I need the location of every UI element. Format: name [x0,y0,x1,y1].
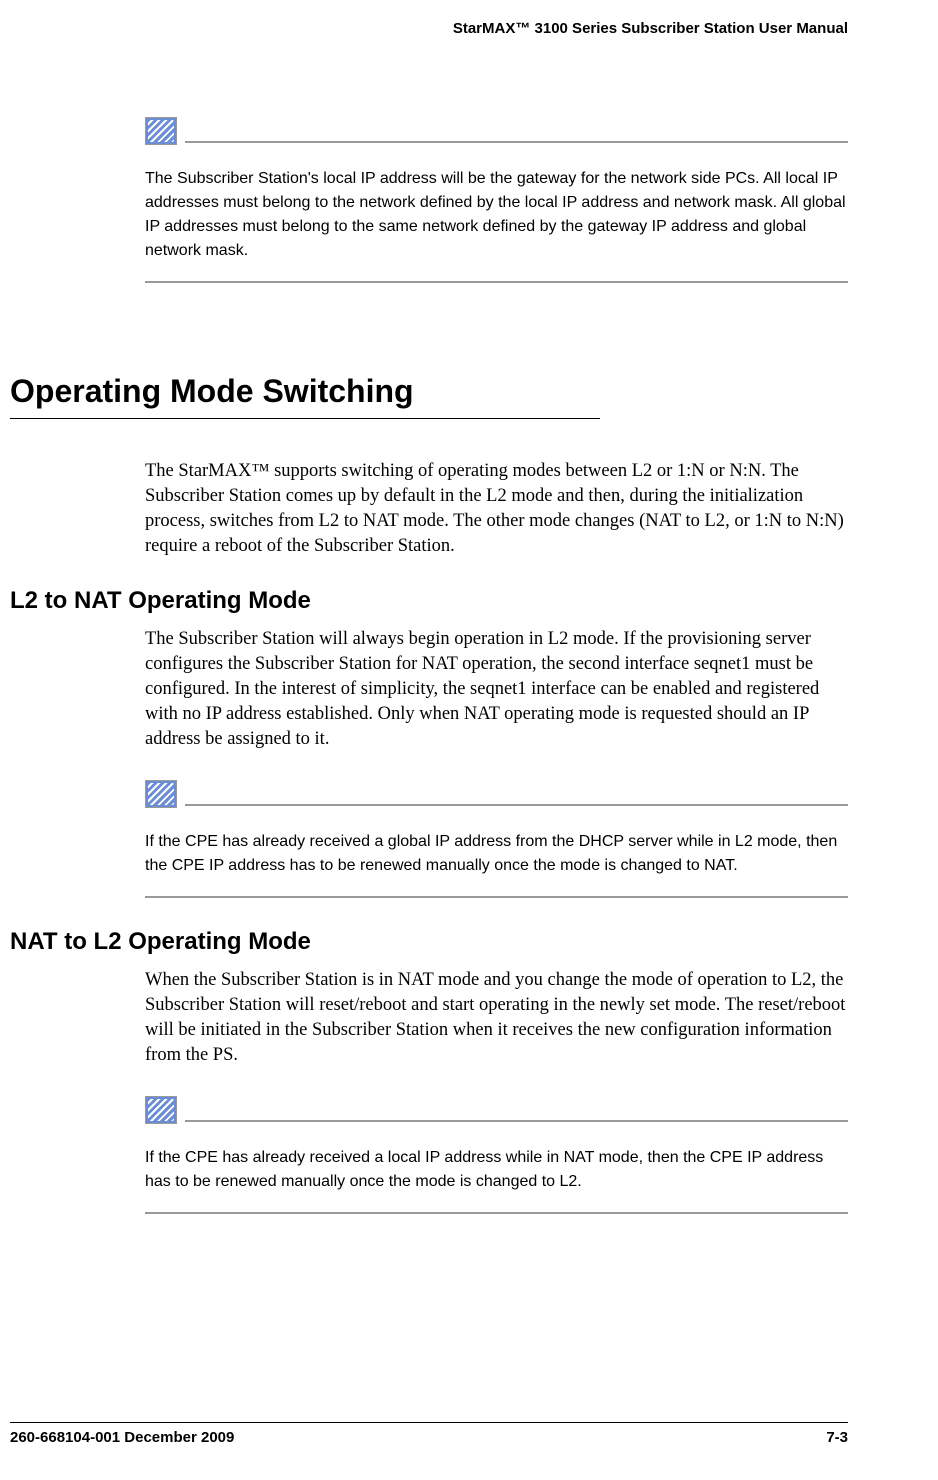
note-icon [145,780,177,808]
note-text-1: The Subscriber Station's local IP addres… [145,167,848,263]
note-rule-bottom [145,1212,848,1214]
note-text-3: If the CPE has already received a local … [145,1146,848,1194]
note-rule-top [185,1120,848,1122]
footer-right: 7-3 [826,1429,848,1446]
note-icon [145,1096,177,1124]
note-icon-row [145,780,848,808]
subsection2-body: When the Subscriber Station is in NAT mo… [145,968,848,1068]
subsection1-title: L2 to NAT Operating Mode [10,587,848,615]
note-rule-top [185,804,848,806]
note-block-1: The Subscriber Station's local IP addres… [145,117,848,283]
footer-left: 260-668104-001 December 2009 [10,1429,234,1446]
note-icon [145,117,177,145]
section-title: Operating Mode Switching [10,373,848,410]
note-icon-row [145,1096,848,1124]
header-title: StarMAX™ 3100 Series Subscriber Station … [453,20,848,37]
section-intro: The StarMAX™ supports switching of opera… [145,459,848,559]
note-text-2: If the CPE has already received a global… [145,830,848,878]
page-container: StarMAX™ 3100 Series Subscriber Station … [0,0,938,1480]
note-block-3: If the CPE has already received a local … [145,1096,848,1214]
note-icon-row [145,117,848,145]
note-rule-top [185,141,848,143]
section-rule [10,418,600,419]
page-footer: 260-668104-001 December 2009 7-3 [10,1422,848,1446]
page-header: StarMAX™ 3100 Series Subscriber Station … [10,20,848,37]
note-block-2: If the CPE has already received a global… [145,780,848,898]
subsection2-title: NAT to L2 Operating Mode [10,928,848,956]
section-heading: Operating Mode Switching [10,373,848,419]
note-rule-bottom [145,281,848,283]
subsection1-body: The Subscriber Station will always begin… [145,627,848,752]
note-rule-bottom [145,896,848,898]
